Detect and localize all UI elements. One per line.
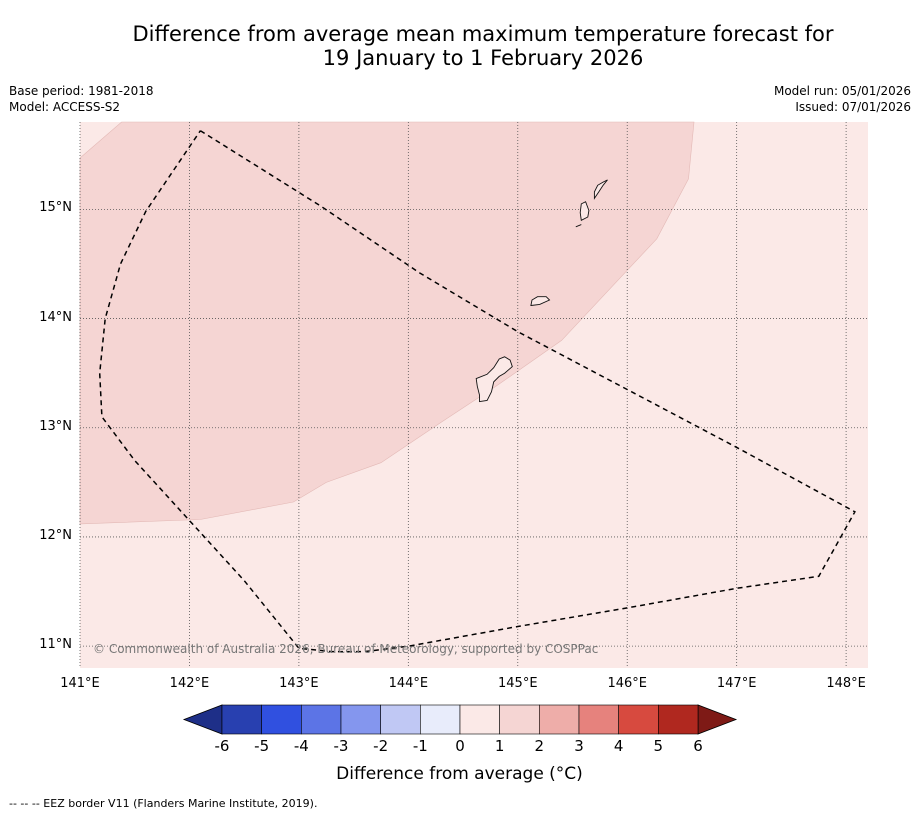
colorbar-swatch — [420, 704, 461, 735]
colorbar-tick-label: 2 — [534, 737, 545, 755]
model-run: Model run: 05/01/2026 — [773, 84, 911, 98]
lat-tick-label: 11°N — [39, 637, 72, 653]
lon-tick-label: 144°E — [388, 676, 429, 691]
lat-tick-label: 15°N — [39, 200, 72, 216]
lon-tick-label: 148°E — [826, 676, 866, 691]
colorbar-tick-label: 5 — [653, 737, 664, 755]
lon-tick-label: 141°E — [60, 676, 100, 691]
colorbar-swatch — [539, 704, 580, 735]
colorbar-swatch — [380, 704, 421, 735]
eez-border — [98, 130, 856, 653]
colorbar-tick-label: 4 — [613, 737, 624, 755]
lat-tick-label: 13°N — [39, 418, 72, 434]
colorbar-tick-label: -6 — [214, 737, 230, 755]
page-title: Difference from average mean maximum tem… — [0, 22, 919, 70]
base-period: Base period: 1981-2018 — [9, 84, 154, 98]
colorbar-swatch — [340, 704, 381, 735]
lon-tick-label: 146°E — [607, 676, 647, 691]
island-aguijan — [575, 224, 582, 228]
colorbar-tick-label: -5 — [254, 737, 270, 755]
lon-tick-label: 147°E — [716, 676, 757, 691]
colorbar — [182, 704, 738, 735]
colorbar-swatch — [618, 704, 659, 735]
lat-tick-label: 12°N — [39, 527, 72, 543]
colorbar-tick-label: 0 — [455, 737, 465, 755]
lon-tick-label: 145°E — [498, 676, 538, 691]
title-line-2: 19 January to 1 February 2026 — [322, 46, 644, 70]
anomaly-band-1-2 — [79, 121, 695, 525]
colorbar-tick-label: 3 — [574, 737, 584, 755]
map-plot-area — [79, 121, 868, 668]
meta-left: Base period: 1981-2018 Model: ACCESS-S2 — [9, 83, 154, 115]
issued-date: Issued: 07/01/2026 — [795, 100, 911, 114]
lon-tick-label: 142°E — [169, 676, 210, 691]
colorbar-swatch — [658, 704, 699, 735]
colorbar-tick-label: -4 — [293, 737, 309, 755]
lat-tick-label: 14°N — [39, 309, 72, 325]
colorbar-swatch — [499, 704, 540, 735]
colorbar-swatch — [578, 704, 619, 735]
colorbar-swatch — [221, 704, 262, 735]
colorbar-tick-label: -3 — [333, 737, 349, 755]
model-name: Model: ACCESS-S2 — [9, 100, 121, 114]
lon-tick-label: 143°E — [279, 676, 319, 691]
colorbar-swatch — [301, 704, 342, 735]
eez-footnote: -- -- -- EEZ border V11 (Flanders Marine… — [9, 797, 318, 810]
colorbar-underflow-arrow — [182, 704, 223, 735]
colorbar-label: Difference from average (°C) — [336, 764, 583, 784]
island-saipan — [593, 179, 608, 200]
colorbar-swatch — [459, 704, 500, 735]
meta-right: Model run: 05/01/2026 Issued: 07/01/2026 — [774, 83, 911, 115]
colorbar-tick-label: -2 — [373, 737, 389, 755]
copyright-text: © Commonwealth of Australia 2026, Bureau… — [93, 642, 598, 656]
colorbar-overflow-arrow — [697, 704, 738, 735]
colorbar-tick-label: 6 — [693, 737, 703, 755]
colorbar-tick-label: 1 — [494, 737, 505, 755]
island-guam — [475, 356, 513, 403]
island-tinian — [579, 201, 590, 221]
title-line-1: Difference from average mean maximum tem… — [132, 22, 834, 46]
colorbar-tick-label: -1 — [412, 737, 428, 755]
colorbar-swatch — [261, 704, 302, 735]
island-rota — [530, 296, 551, 307]
